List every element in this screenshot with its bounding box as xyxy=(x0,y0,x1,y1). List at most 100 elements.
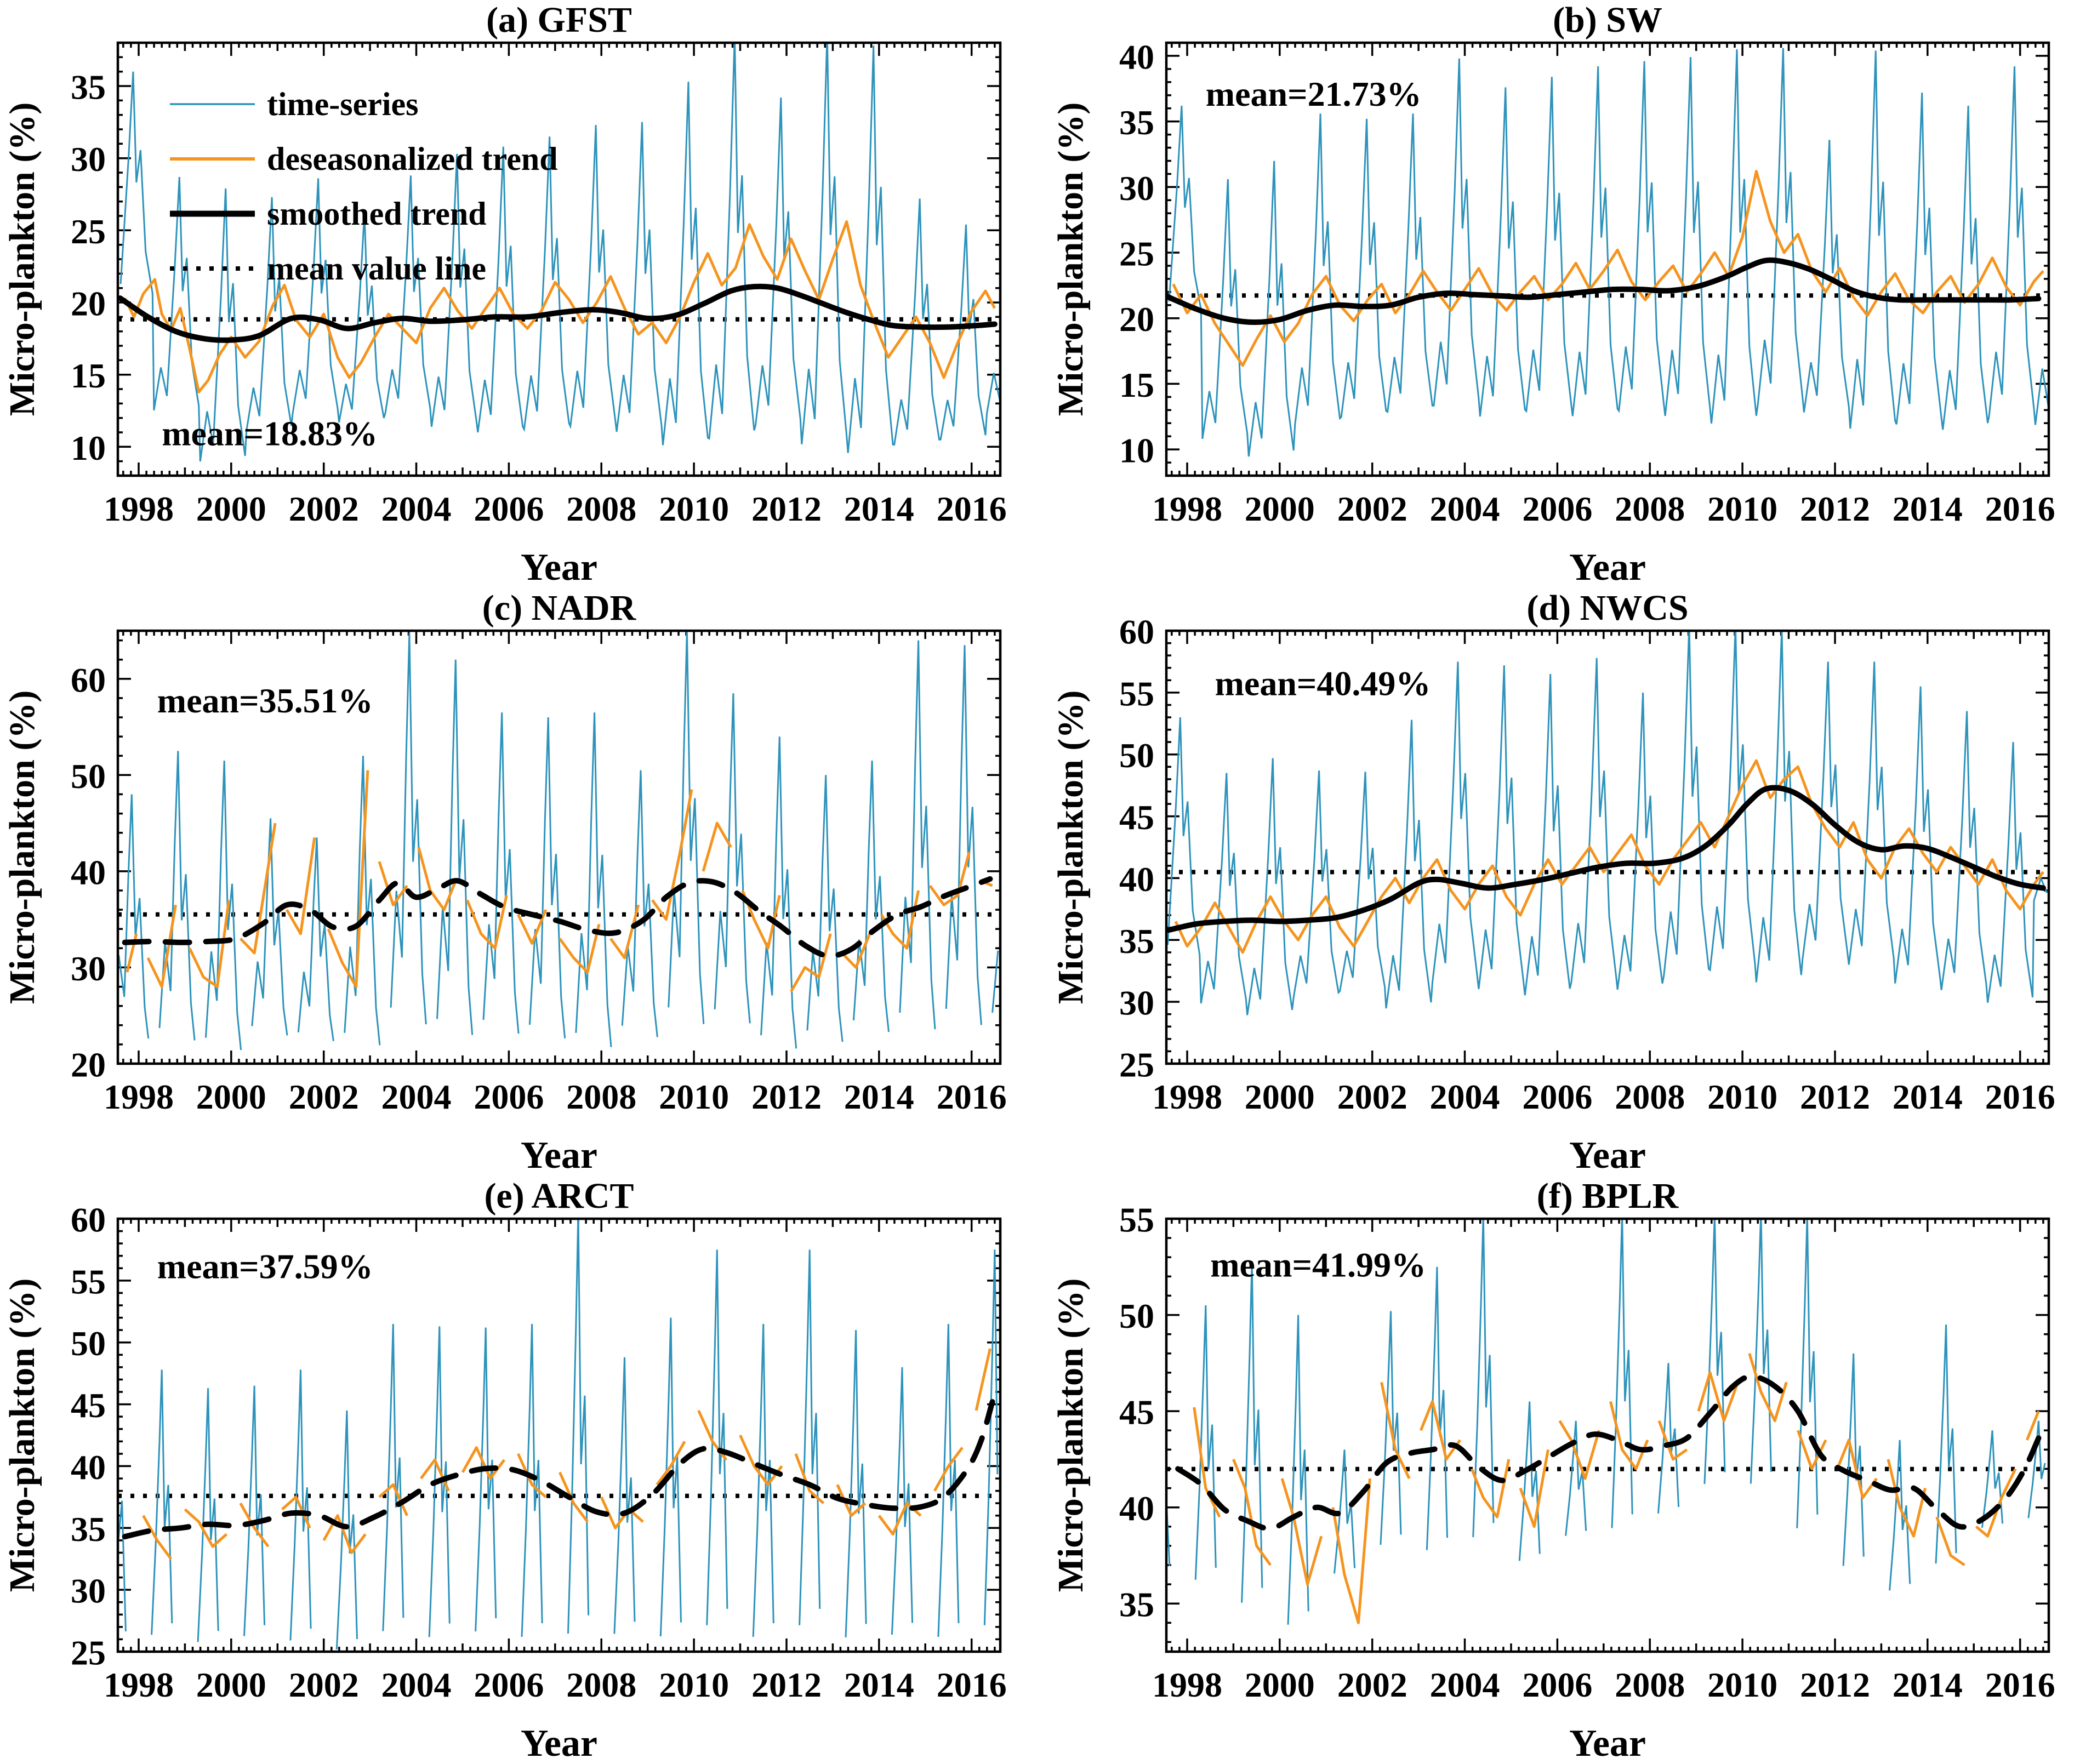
y-tick-label: 45 xyxy=(71,1386,106,1425)
y-axis-label: Micro-plankton (%) xyxy=(2,690,42,1004)
x-tick-label: 1998 xyxy=(1152,489,1222,528)
x-tick-label: 2002 xyxy=(1337,1077,1408,1116)
y-tick-label: 25 xyxy=(1119,235,1154,273)
smoothed-trend-line xyxy=(1166,257,2042,325)
time-series-line xyxy=(118,631,999,1051)
x-tick-label: 2010 xyxy=(1707,489,1777,528)
legend-label-deseasonalized: deseasonalized trend xyxy=(267,141,558,177)
y-tick-label: 35 xyxy=(71,68,106,107)
y-tick-label: 30 xyxy=(71,949,106,988)
x-tick-label: 2002 xyxy=(289,1665,359,1704)
y-tick-label: 20 xyxy=(71,284,106,323)
y-tick-label: 25 xyxy=(1119,1046,1154,1084)
x-tick-label: 2010 xyxy=(1707,1665,1777,1704)
x-tick-label: 2014 xyxy=(1893,1665,1963,1704)
x-tick-label: 1998 xyxy=(1152,1665,1222,1704)
x-tick-label: 2014 xyxy=(1893,489,1963,528)
y-tick-label: 40 xyxy=(1119,860,1154,899)
y-axis-label: Micro-plankton (%) xyxy=(1051,102,1091,416)
axes-box xyxy=(1165,1217,2050,1653)
mean-value-label: mean=18.83% xyxy=(162,414,378,453)
panel-title: (a) GFST xyxy=(486,0,632,40)
panel-title: (e) ARCT xyxy=(484,1176,634,1216)
x-tick-label: 2014 xyxy=(844,1665,914,1704)
y-tick-label: 15 xyxy=(1119,366,1154,404)
x-tick-label: 2000 xyxy=(1245,1077,1315,1116)
y-axis-label: Micro-plankton (%) xyxy=(1051,690,1091,1004)
x-tick-label: 2012 xyxy=(751,489,822,528)
y-axis-label: Micro-plankton (%) xyxy=(2,1278,42,1592)
x-tick-label: 1998 xyxy=(104,1077,174,1116)
x-tick-label: 2016 xyxy=(937,1665,1007,1704)
smoothed-trend-line xyxy=(1166,785,2046,933)
x-tick-label: 2016 xyxy=(1985,489,2055,528)
y-tick-label: 30 xyxy=(71,140,106,179)
chart-d: 25 30 35 40 45 50 55 60 1998 2000 2002 2004 2006 2008… xyxy=(1051,588,2055,1176)
smoothed-trend-line xyxy=(122,1399,995,1540)
x-axis-label: Year xyxy=(521,1722,597,1764)
time-series-line xyxy=(119,43,1000,462)
y-tick-label: 50 xyxy=(71,757,106,796)
x-axis-label: Year xyxy=(1569,1722,1646,1764)
x-tick-label: 1998 xyxy=(104,489,174,528)
x-axis-label: Year xyxy=(521,546,597,588)
x-tick-label: 2000 xyxy=(196,1665,266,1704)
axes-box xyxy=(1165,629,2050,1065)
x-tick-label: 2012 xyxy=(1800,1077,1870,1116)
x-tick-label: 2012 xyxy=(1800,489,1870,528)
y-tick-label: 20 xyxy=(71,1046,106,1084)
panel-d: 25 30 35 40 45 50 55 60 1998 2000 2002 2004 2006 2008… xyxy=(1048,588,2097,1176)
y-tick-label: 45 xyxy=(1119,798,1154,837)
y-tick-label: 15 xyxy=(71,356,106,395)
chart-a: 10 15 20 25 30 35 1998 2000 2002 2004 2006 2008 2010… xyxy=(2,0,1007,588)
x-tick-label: 2016 xyxy=(1985,1077,2055,1116)
x-tick-label: 2004 xyxy=(1430,1077,1500,1116)
y-tick-label: 35 xyxy=(1119,1585,1154,1624)
y-tick-label: 60 xyxy=(71,1201,106,1240)
panel-b: 10 15 20 25 30 35 40 1998 2000 2002 2004 2006 2008 20… xyxy=(1048,0,2097,588)
x-tick-label: 2004 xyxy=(1430,489,1500,528)
x-tick-label: 2006 xyxy=(474,489,544,528)
panel-e: 25 30 35 40 45 50 55 60 1998 2000 2002 2004 2006 2008… xyxy=(0,1176,1048,1764)
mean-value-label: mean=35.51% xyxy=(157,681,373,720)
time-series-line xyxy=(1167,631,2048,1015)
x-tick-label: 2016 xyxy=(937,1077,1007,1116)
y-tick-label: 20 xyxy=(1119,300,1154,339)
x-tick-label: 2008 xyxy=(566,1665,636,1704)
y-tick-label: 55 xyxy=(71,1262,106,1301)
x-tick-label: 2006 xyxy=(474,1077,544,1116)
legend-label-mean_line: mean value line xyxy=(267,250,486,287)
x-tick-label: 2008 xyxy=(566,1077,636,1116)
y-tick-label: 10 xyxy=(71,429,106,467)
panel-title: (f) BPLR xyxy=(1537,1176,1679,1216)
chart-b: 10 15 20 25 30 35 40 1998 2000 2002 2004 2006 2008 20… xyxy=(1051,0,2055,588)
deseasonalized-trend-line xyxy=(126,770,993,992)
x-tick-label: 2008 xyxy=(1615,489,1685,528)
y-tick-label: 50 xyxy=(71,1324,106,1363)
panel-f: 35 40 45 50 55 1998 2000 2002 2004 2006 2008 2010 20… xyxy=(1048,1176,2097,1764)
mean-value-label: mean=37.59% xyxy=(157,1247,373,1286)
x-tick-label: 2004 xyxy=(381,1077,452,1116)
legend-label-smoothed: smoothed trend xyxy=(267,196,487,232)
chart-f: 35 40 45 50 55 1998 2000 2002 2004 2006 2008 2010 20… xyxy=(1051,1176,2055,1764)
y-tick-label: 30 xyxy=(71,1572,106,1611)
y-tick-label: 40 xyxy=(1119,1489,1154,1528)
y-tick-label: 25 xyxy=(71,212,106,251)
y-tick-label: 10 xyxy=(1119,431,1154,470)
x-tick-label: 2002 xyxy=(289,489,359,528)
x-tick-label: 1998 xyxy=(1152,1077,1222,1116)
legend: time-series deseasonalized trend smoothed … xyxy=(170,86,558,287)
x-tick-label: 2000 xyxy=(1245,1665,1315,1704)
chart-c: 20 30 40 50 60 1998 2000 2002 2004 2006 2008 2010 20… xyxy=(2,588,1007,1176)
x-tick-label: 2010 xyxy=(659,1665,729,1704)
x-axis-label: Year xyxy=(521,1134,597,1176)
x-tick-label: 2006 xyxy=(474,1665,544,1704)
x-tick-label: 2010 xyxy=(659,489,729,528)
x-tick-label: 1998 xyxy=(104,1665,174,1704)
x-tick-label: 2006 xyxy=(1522,1077,1592,1116)
deseasonalized-trend-line xyxy=(1193,1353,2040,1624)
x-tick-label: 2010 xyxy=(659,1077,729,1116)
y-tick-label: 45 xyxy=(1119,1393,1154,1432)
x-tick-label: 2006 xyxy=(1522,1665,1592,1704)
